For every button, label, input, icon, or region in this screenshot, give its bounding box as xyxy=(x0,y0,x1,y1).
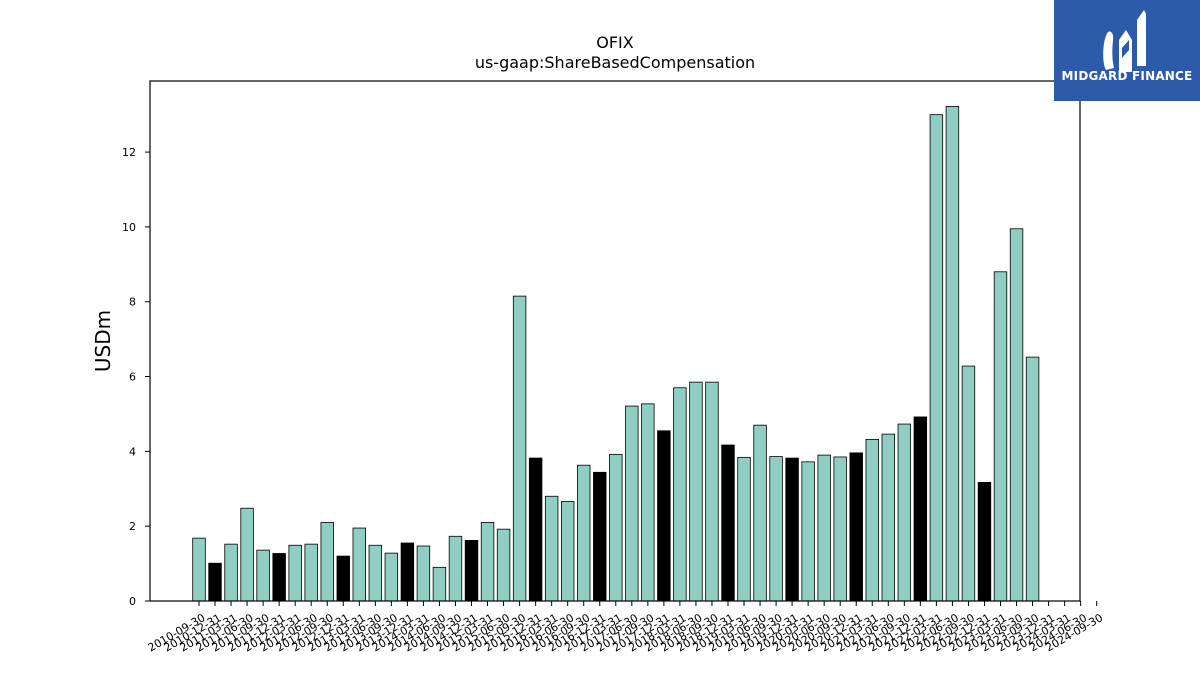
plot-frame xyxy=(149,80,1081,602)
bar-2016-06-30 xyxy=(560,501,575,602)
y-tick-label: 12 xyxy=(122,146,136,159)
bar-2023-09-30 xyxy=(1025,356,1040,602)
bar-2022-12-31 xyxy=(977,482,992,602)
bar-2013-12-31 xyxy=(400,542,415,602)
bar-2013-09-30 xyxy=(384,552,399,602)
y-tick-label: 6 xyxy=(129,371,136,384)
bar-2015-06-30 xyxy=(496,528,511,602)
midgard-finance-logo: MIDGARD FINANCE xyxy=(1054,0,1200,101)
bar-2022-06-30 xyxy=(945,106,960,602)
bar-2019-06-30 xyxy=(753,424,767,602)
bar-2012-09-30 xyxy=(320,522,334,602)
bar-2016-03-31 xyxy=(544,495,559,602)
bar-2015-03-31 xyxy=(480,522,495,602)
bar-2019-03-31 xyxy=(737,456,751,602)
bar-2013-06-30 xyxy=(368,544,383,602)
bar-2021-03-31 xyxy=(865,438,879,602)
bar-2020-06-30 xyxy=(817,454,831,602)
logo-mark-icon xyxy=(1103,10,1146,72)
bar-2010-12-31 xyxy=(208,562,222,602)
bar-2021-06-30 xyxy=(881,433,895,602)
bar-2019-12-31 xyxy=(785,457,799,602)
bar-2012-03-31 xyxy=(288,544,302,602)
bar-2011-03-31 xyxy=(224,543,238,602)
logo-text: MIDGARD FINANCE xyxy=(1061,69,1193,83)
bar-2021-09-30 xyxy=(897,423,912,602)
bar-2017-12-31 xyxy=(657,430,671,602)
bar-2015-09-30 xyxy=(512,295,527,602)
bar-2021-12-31 xyxy=(913,416,928,602)
bar-2014-12-31 xyxy=(464,540,479,602)
bar-2016-09-30 xyxy=(577,464,591,602)
bar-2020-12-31 xyxy=(849,452,863,602)
chart-subtitle: us-gaap:ShareBasedCompensation xyxy=(475,53,755,72)
bar-2018-09-30 xyxy=(705,381,719,602)
bar-2014-09-30 xyxy=(448,535,463,602)
bar-2022-03-31 xyxy=(929,114,944,602)
bar-2017-06-30 xyxy=(625,405,639,602)
bar-2012-06-30 xyxy=(304,543,318,602)
bars xyxy=(192,106,1040,602)
bar-2018-06-30 xyxy=(689,381,703,602)
bar-2017-09-30 xyxy=(641,403,655,602)
bar-2017-03-31 xyxy=(609,453,623,602)
bar-2010-09-30 xyxy=(192,537,206,602)
bar-2013-03-31 xyxy=(352,527,367,602)
bar-2019-09-30 xyxy=(769,456,783,602)
bar-2014-06-30 xyxy=(432,566,447,602)
y-axis-label: USDm xyxy=(91,310,115,372)
bar-2020-03-31 xyxy=(801,461,815,602)
y-axis-ticks: 0 2 4 6 8 10 12 xyxy=(122,146,150,608)
bar-2011-09-30 xyxy=(256,549,270,602)
bar-2018-03-31 xyxy=(673,387,687,602)
bar-2011-12-31 xyxy=(272,553,286,602)
x-axis-ticks: 2010-09-302010-12-312011-03-312011-06-30… xyxy=(146,601,1105,654)
bar-2011-06-30 xyxy=(240,507,254,602)
y-tick-label: 10 xyxy=(122,221,136,234)
bar-2023-06-30 xyxy=(1009,228,1024,602)
chart-title: OFIX xyxy=(596,33,634,52)
bar-2022-09-30 xyxy=(961,365,976,602)
bar-2018-12-31 xyxy=(721,444,735,602)
bar-2016-12-31 xyxy=(593,471,607,602)
y-tick-label: 0 xyxy=(129,595,136,608)
bar-2012-12-31 xyxy=(336,555,350,602)
y-tick-label: 8 xyxy=(129,296,136,309)
y-tick-label: 4 xyxy=(129,445,136,458)
bar-2015-12-31 xyxy=(528,457,543,602)
bar-2020-09-30 xyxy=(833,456,847,602)
bar-2014-03-31 xyxy=(416,545,431,602)
y-tick-label: 2 xyxy=(129,520,136,533)
bar-2023-03-31 xyxy=(993,271,1008,602)
